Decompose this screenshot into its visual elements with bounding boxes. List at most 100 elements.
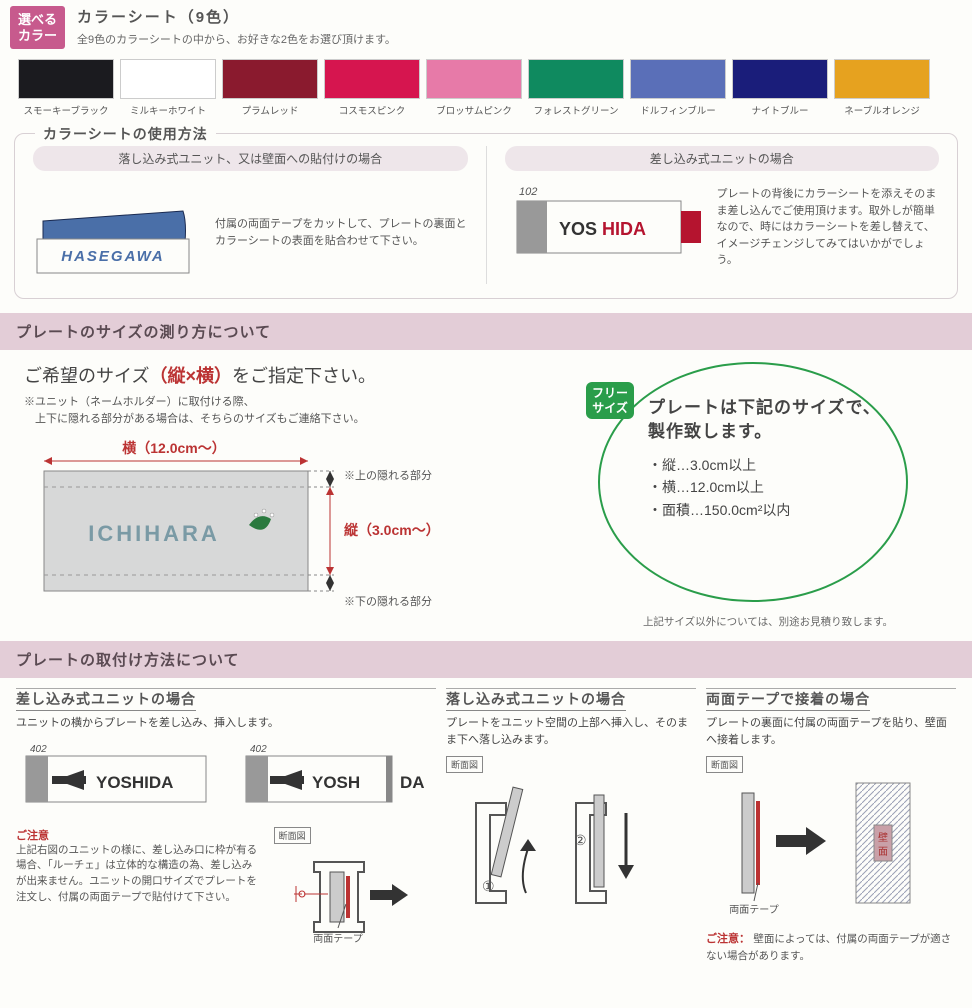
gc-l1: ・縦…3.0cm以上 [648, 454, 888, 476]
swatch-label: スモーキーブラック [18, 103, 114, 117]
usage-panel-title: カラーシートの使用方法 [35, 124, 216, 144]
mount3-caution-h: ご注意： [706, 933, 750, 945]
mount1-caution-h: ご注意 [16, 827, 260, 843]
usage-right-pill: 差し込み式ユニットの場合 [505, 146, 940, 171]
swatch-chip [834, 59, 930, 99]
swatch-label: フォレストグリーン [528, 103, 624, 117]
color-badge: 選べる カラー [10, 6, 65, 49]
mount1-title: 差し込み式ユニットの場合 [16, 689, 196, 711]
svg-text:※上の隠れる部分: ※上の隠れる部分 [344, 468, 432, 482]
svg-text:①: ① [482, 878, 495, 894]
usage-right: 差し込み式ユニットの場合 102 YOS HIDA プレートの背後にカラーシート… [505, 146, 940, 284]
size-left: ご希望のサイズ（縦×横）をご指定下さい。 ※ユニット（ネームホルダー）に取付ける… [24, 362, 564, 629]
mount2-title: 落し込み式ユニットの場合 [446, 689, 626, 711]
mount3-sect-label: 断面図 [706, 756, 743, 773]
mount2-sect-label: 断面図 [446, 756, 483, 773]
free-size-badge: フリー サイズ [586, 382, 634, 419]
swatch-chip [120, 59, 216, 99]
usage-divider [486, 146, 487, 284]
gc-l2: ・横…12.0cm以上 [648, 476, 888, 498]
mount1-sub: ユニットの横からプレートを差し込み、挿入します。 [16, 715, 436, 732]
swatch: ネーブルオレンジ [834, 59, 930, 117]
gc-l3: ・面積…150.0cm²以内 [648, 499, 888, 521]
size-head-post: をご指定下さい。 [232, 366, 376, 386]
free-size-l2: サイズ [592, 401, 628, 415]
swatch: ナイトブルー [732, 59, 828, 117]
svg-text:ICHIHARA: ICHIHARA [88, 521, 220, 546]
usage-left-pill: 落し込み式ユニット、又は壁面への貼付けの場合 [33, 146, 468, 171]
swatch-chip [528, 59, 624, 99]
swatch-row: スモーキーブラックミルキーホワイトプラムレッドコスモスピンクブロッサムピンクフォ… [0, 53, 972, 127]
svg-text:※下の隠れる部分: ※下の隠れる部分 [344, 594, 432, 608]
usage-left-desc: 付属の両面テープをカットして、プレートの裏面とカラーシートの表面を貼合わせて下さ… [215, 216, 468, 249]
svg-text:102: 102 [519, 186, 537, 198]
size-head-paren: （縦×横） [149, 366, 232, 386]
size-block: ご希望のサイズ（縦×横）をご指定下さい。 ※ユニット（ネームホルダー）に取付ける… [0, 350, 972, 641]
mount1-caution: 上記右図のユニットの様に、差し込み口に枠が有る場合、「ルーチェ」は立体的な構造の… [16, 843, 260, 906]
svg-text:402: 402 [30, 744, 47, 755]
svg-text:横（12.0cm～）: 横（12.0cm～） [122, 440, 225, 456]
header-title: カラーシート（9色） [77, 6, 396, 27]
mount3-sub: プレートの裏面に付属の両面テープを貼り、壁面へ接着します。 [706, 715, 956, 748]
mount1-section: 断面図 両面テープ [274, 827, 436, 947]
badge-line1: 選べる [18, 12, 57, 28]
mount3-diagram: 壁 面 両面テープ [706, 773, 956, 926]
color-header: 選べる カラー カラーシート（9色） 全9色のカラーシートの中から、お好きな2色… [0, 0, 972, 53]
mount-col-drop: 落し込み式ユニットの場合 プレートをユニット空間の上部へ挿入し、そのまま下へ落し… [446, 688, 696, 965]
swatch-chip [630, 59, 726, 99]
swatch-label: ブロッサムピンク [426, 103, 522, 117]
svg-text:②: ② [574, 832, 587, 848]
swatch: ブロッサムピンク [426, 59, 522, 117]
mount3-title: 両面テープで接着の場合 [706, 689, 870, 711]
swatch-label: ミルキーホワイト [120, 103, 216, 117]
swatch-label: プラムレッド [222, 103, 318, 117]
svg-text:DA: DA [400, 773, 425, 792]
swatch-label: ネーブルオレンジ [834, 103, 930, 117]
mount-row: 差し込み式ユニットの場合 ユニットの横からプレートを差し込み、挿入します。 40… [0, 678, 972, 981]
dimension-diagram: 横（12.0cm～） ICHIHARA [24, 437, 564, 617]
swatch-label: ナイトブルー [732, 103, 828, 117]
svg-text:縦（3.0cm～）: 縦（3.0cm～） [344, 522, 440, 538]
svg-text:YOS: YOS [559, 219, 597, 239]
size-band: プレートのサイズの測り方について [0, 313, 972, 350]
mount2-sub: プレートをユニット空間の上部へ挿入し、そのまま下へ落し込みます。 [446, 715, 696, 748]
size-head: ご希望のサイズ（縦×横）をご指定下さい。 [24, 362, 564, 388]
svg-text:面: 面 [878, 847, 888, 858]
size-foot: 上記サイズ以外については、別途お見積り致します。 [588, 614, 948, 629]
swatch-chip [426, 59, 522, 99]
mount2-diagram: ① ② [446, 773, 696, 936]
free-size-circle: フリー サイズ プレートは下記のサイズで、製作致します。 ・縦…3.0cm以上 … [598, 362, 908, 602]
header-sub: 全9色のカラーシートの中から、お好きな2色をお選び頂けます。 [77, 31, 396, 47]
svg-text:壁: 壁 [878, 831, 888, 844]
swatch: フォレストグリーン [528, 59, 624, 117]
mount-col-tape: 両面テープで接着の場合 プレートの裏面に付属の両面テープを貼り、壁面へ接着します… [706, 688, 956, 965]
hasegawa-diagram: HASEGAWA [33, 181, 203, 284]
swatch-chip [324, 59, 420, 99]
size-note: ※ユニット（ネームホルダー）に取付ける際、 上下に隠れる部分がある場合は、そちら… [24, 394, 564, 427]
swatch-chip [732, 59, 828, 99]
size-right: フリー サイズ プレートは下記のサイズで、製作致します。 ・縦…3.0cm以上 … [588, 362, 948, 629]
svg-text:YOSH: YOSH [312, 773, 360, 792]
badge-line2: カラー [18, 28, 57, 44]
swatch: コスモスピンク [324, 59, 420, 117]
swatch: スモーキーブラック [18, 59, 114, 117]
usage-columns: 落し込み式ユニット、又は壁面への貼付けの場合 HASEGAWA 付属の両面テープ… [33, 146, 939, 284]
free-size-l1: フリー [592, 386, 628, 400]
usage-panel: カラーシートの使用方法 落し込み式ユニット、又は壁面への貼付けの場合 HASEG… [14, 133, 958, 299]
size-head-pre: ご希望のサイズ [24, 366, 149, 386]
free-size-list: ・縦…3.0cm以上 ・横…12.0cm以上 ・面積…150.0cm²以内 [648, 454, 888, 521]
swatch-chip [222, 59, 318, 99]
swatch: プラムレッド [222, 59, 318, 117]
svg-text:402: 402 [250, 744, 267, 755]
mount1-diagrams: 402 YOSHIDA 402 YOSH DA [16, 740, 436, 823]
svg-text:両面テープ: 両面テープ [313, 933, 362, 944]
swatch-label: ドルフィンブルー [630, 103, 726, 117]
swatch-chip [18, 59, 114, 99]
usage-right-desc: プレートの背後にカラーシートを添えそのまま差し込んでご使用頂けます。取外しが簡単… [717, 186, 940, 269]
svg-text:HASEGAWA: HASEGAWA [61, 248, 165, 265]
svg-text:YOSHIDA: YOSHIDA [96, 773, 173, 792]
mount-band: プレートの取付け方法について [0, 641, 972, 678]
swatch: ドルフィンブルー [630, 59, 726, 117]
mount1-sect-label: 断面図 [274, 827, 311, 844]
usage-left: 落し込み式ユニット、又は壁面への貼付けの場合 HASEGAWA 付属の両面テープ… [33, 146, 468, 284]
